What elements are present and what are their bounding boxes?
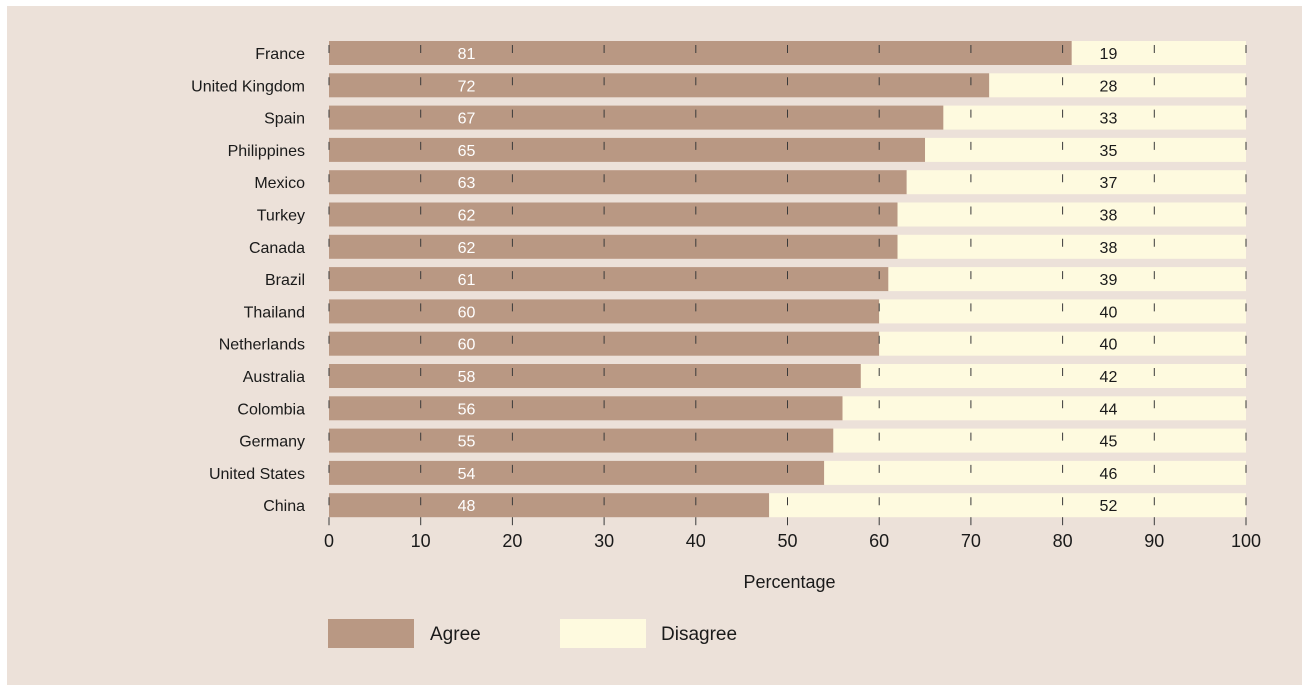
x-axis-ticks: 0 10 20 30 40 50 60 70 80 90 100 — [324, 517, 1261, 551]
bar-disagree — [860, 364, 1246, 388]
value-label-disagree: 40 — [1100, 337, 1118, 354]
category-label: Brazil — [265, 272, 305, 289]
value-label-agree: 60 — [458, 337, 476, 354]
category-label: China — [263, 498, 305, 515]
bar-agree — [329, 428, 834, 453]
bar-agree — [329, 202, 898, 227]
value-label-agree: 81 — [458, 46, 476, 63]
legend-swatch-agree — [328, 619, 414, 648]
legend-swatch-disagree — [560, 619, 646, 648]
value-label-agree: 56 — [458, 401, 476, 418]
value-label-disagree: 39 — [1100, 272, 1118, 289]
tick-label: 90 — [1144, 531, 1164, 551]
bar-agree — [329, 73, 990, 98]
bar-disagree — [879, 331, 1246, 356]
bar-agree — [329, 234, 898, 259]
category-label: Thailand — [244, 304, 305, 321]
value-label-disagree: 37 — [1100, 175, 1118, 192]
value-label-agree: 61 — [458, 272, 476, 289]
bar-disagree — [906, 170, 1246, 195]
bar-agree — [329, 41, 1072, 65]
category-label: Canada — [249, 240, 305, 257]
tick-label: 50 — [777, 531, 797, 551]
value-label-agree: 60 — [458, 304, 476, 321]
bar-disagree — [888, 267, 1246, 292]
tick-label: 70 — [961, 531, 981, 551]
value-labels: 81 19 72 28 67 33 65 35 63 37 62 38 62 38 61 39 60 40 60 40… — [458, 46, 1118, 515]
bar-agree — [329, 170, 907, 195]
value-label-agree: 67 — [458, 111, 476, 128]
tick-label: 0 — [324, 531, 334, 551]
value-label-agree: 62 — [458, 240, 476, 257]
value-label-agree: 63 — [458, 175, 476, 192]
value-label-disagree: 33 — [1100, 111, 1118, 128]
bar-agree — [329, 364, 861, 388]
bar-disagree — [833, 428, 1246, 453]
value-label-disagree: 42 — [1100, 369, 1118, 386]
value-label-agree: 58 — [458, 369, 476, 386]
bar-agree — [329, 396, 843, 421]
value-label-disagree: 19 — [1100, 46, 1118, 63]
legend-label-disagree: Disagree — [661, 624, 737, 645]
tick-label: 40 — [686, 531, 706, 551]
category-label: Mexico — [254, 175, 305, 192]
category-label: Spain — [264, 111, 305, 128]
bar-disagree — [943, 105, 1246, 130]
bar-disagree — [989, 73, 1246, 98]
x-axis-title: Percentage — [743, 572, 835, 592]
value-label-agree: 65 — [458, 143, 476, 160]
bar-agree — [329, 331, 880, 356]
category-label: United States — [209, 466, 305, 483]
bar-agree — [329, 460, 825, 485]
category-label: Colombia — [237, 401, 305, 418]
value-label-disagree: 28 — [1100, 78, 1118, 95]
category-labels: France United Kingdom Spain Philippines Mexi… — [191, 46, 305, 515]
value-label-agree: 62 — [458, 208, 476, 225]
bar-disagree — [897, 202, 1246, 227]
category-label: United Kingdom — [191, 78, 305, 95]
bar-agree — [329, 137, 926, 162]
category-label: Philippines — [228, 143, 305, 160]
chart-panel: France United Kingdom Spain Philippines Mexi… — [7, 6, 1302, 685]
value-label-disagree: 44 — [1100, 401, 1118, 418]
category-label: Australia — [243, 369, 305, 386]
bar-disagree — [769, 493, 1246, 518]
bar-disagree — [1071, 41, 1246, 65]
bar-agree — [329, 105, 944, 130]
value-label-agree: 54 — [458, 466, 476, 483]
category-label: France — [255, 46, 305, 63]
value-label-disagree: 35 — [1100, 143, 1118, 160]
value-label-disagree: 52 — [1100, 498, 1118, 515]
value-label-agree: 48 — [458, 498, 476, 515]
value-label-disagree: 46 — [1100, 466, 1118, 483]
tick-label: 30 — [594, 531, 614, 551]
bar-disagree — [925, 137, 1246, 162]
legend-label-agree: Agree — [430, 624, 481, 645]
value-label-disagree: 38 — [1100, 240, 1118, 257]
tick-label: 10 — [411, 531, 431, 551]
tick-label: 80 — [1053, 531, 1073, 551]
value-label-disagree: 40 — [1100, 304, 1118, 321]
category-label: Germany — [239, 434, 305, 451]
gridlines — [328, 37, 1247, 518]
bar-agree — [329, 267, 889, 292]
value-label-disagree: 45 — [1100, 434, 1118, 451]
category-label: Turkey — [257, 208, 305, 225]
bar-disagree — [897, 234, 1246, 259]
legend: Agree Disagree — [328, 619, 737, 648]
tick-label: 100 — [1231, 531, 1261, 551]
value-label-disagree: 38 — [1100, 208, 1118, 225]
value-label-agree: 55 — [458, 434, 476, 451]
bar-disagree — [824, 460, 1246, 485]
bar-agree — [329, 493, 770, 518]
tick-label: 60 — [869, 531, 889, 551]
tick-label: 20 — [502, 531, 522, 551]
category-label: Netherlands — [219, 337, 305, 354]
value-label-agree: 72 — [458, 78, 476, 95]
bar-disagree — [842, 396, 1246, 421]
stacked-bar-chart: France United Kingdom Spain Philippines Mexi… — [191, 37, 1261, 648]
